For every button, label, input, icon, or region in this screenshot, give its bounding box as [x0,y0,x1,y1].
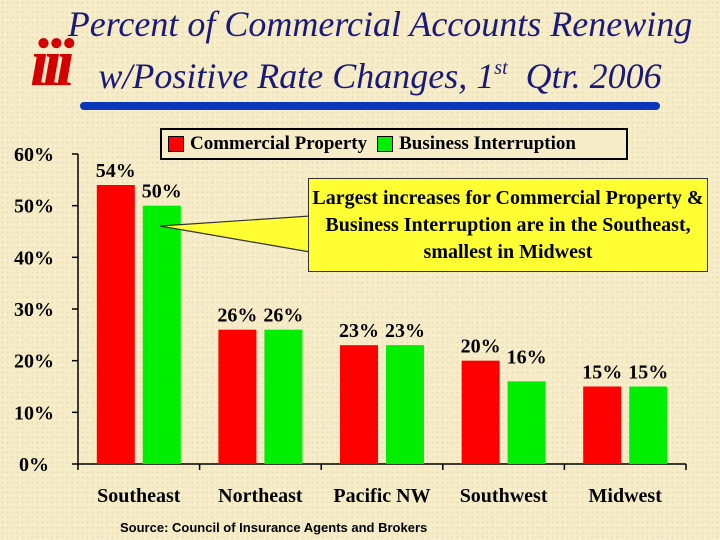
bar [264,329,303,464]
data-label: 23% [339,320,379,342]
legend-label-property: Commercial Property [190,133,368,154]
data-label: 23% [385,320,425,342]
legend-item-interruption: Business Interruption [377,133,576,155]
chart-legend: Commercial Property Business Interruptio… [160,128,628,160]
data-label: 15% [628,362,668,384]
legend-item-property: Commercial Property [168,133,367,155]
category-label: Midwest [589,485,663,507]
page-title: Percent of Commercial Accounts Renewing … [40,2,720,98]
bar [629,386,668,464]
data-label: 26% [217,305,257,327]
data-label: 15% [582,362,622,384]
bar [340,345,378,464]
legend-swatch-property [168,136,184,152]
bar [386,345,424,464]
title-line-1: Percent of Commercial Accounts Renewing [67,4,693,44]
data-label: 50% [142,181,182,203]
legend-label-interruption: Business Interruption [399,133,576,154]
bar [218,329,257,464]
y-tick-label: 0% [19,454,49,476]
title-line-2-main: w/Positive Rate Changes, 1 [98,56,495,96]
title-line-2: w/Positive Rate Changes, 1st Qtr. 2006 [40,46,720,98]
y-tick-label: 50% [14,196,54,218]
callout-pointer [159,215,311,253]
callout-box: Largest increases for Commercial Propert… [308,178,708,272]
y-tick-label: 20% [14,351,54,373]
data-label: 54% [96,160,136,182]
title-line-2-sup: st [494,57,508,79]
category-label: Pacific NW [333,485,430,507]
y-tick-label: 30% [14,299,54,321]
bar [461,360,500,464]
bar [507,381,546,464]
iii-logo: iii [30,24,75,100]
source-note: Source: Council of Insurance Agents and … [120,520,428,535]
bar [96,185,135,464]
data-label: 20% [461,336,501,358]
y-tick-label: 40% [14,247,54,269]
category-label: Southwest [460,485,548,507]
title-underline [80,102,660,110]
data-label: 26% [263,305,303,327]
category-label: Northeast [218,485,303,507]
y-tick-label: 60% [14,144,54,166]
y-tick-label: 10% [14,402,54,424]
category-label: Southeast [97,485,181,507]
bar [583,386,622,464]
title-line-2-end: Qtr. 2006 [507,56,662,96]
data-label: 16% [507,346,547,368]
bar [142,205,181,464]
legend-swatch-interruption [377,136,394,152]
